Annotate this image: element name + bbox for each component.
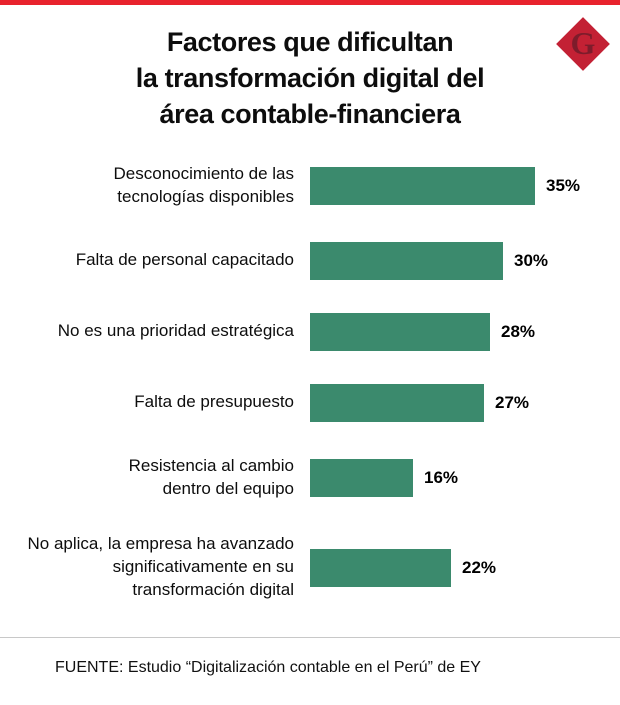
bar-chart: Desconocimiento de las tecnologías dispo… [0,163,620,603]
bar-row: Resistencia al cambio dentro del equipo 1… [14,455,620,501]
category-label: No es una prioridad estratégica [57,321,294,341]
header: Factores que dificultan la transformació… [0,5,620,133]
footer-divider [0,637,620,638]
value-label: 30% [514,250,549,270]
category-label: Resistencia al cambio dentro del equipo [128,455,294,498]
bar-track: 30% [310,241,620,280]
top-accent-rule [0,0,620,5]
bar-row: No aplica, la empresa ha avanzado signif… [14,533,620,602]
category-label: Falta de presupuesto [134,392,294,412]
bar-row: No es una prioridad estratégica 28% [14,312,620,351]
bar [310,312,490,351]
bar-track: 16% [310,458,620,497]
bar-track: 27% [310,383,620,422]
bar-track: 35% [310,166,620,205]
footer: FUENTE: Estudio “Digitalización contable… [0,637,620,705]
value-label: 27% [495,392,530,412]
value-label: 22% [462,557,497,577]
bar-track: 28% [310,312,620,351]
bar-row: Desconocimiento de las tecnologías dispo… [14,163,620,209]
category-label: No aplica, la empresa ha avanzado signif… [27,534,295,600]
page-title: Factores que dificultan la transformació… [135,27,485,129]
bar [310,383,484,422]
value-label: 35% [546,175,581,195]
bar [310,458,413,497]
category-label: Desconocimiento de las tecnologías dispo… [113,163,294,206]
gestion-logo: G [554,15,612,73]
source-text: FUENTE: Estudio “Digitalización contable… [55,659,481,676]
bar [310,241,503,280]
category-label: Falta de personal capacitado [75,250,294,270]
bar [310,166,535,205]
bar [310,548,451,587]
logo-letter-g: G [570,25,596,61]
bar-row: Falta de presupuesto 27% [14,383,620,422]
bar-row: Falta de personal capacitado 30% [14,241,620,280]
bar-track: 22% [310,548,620,587]
value-label: 28% [501,321,536,341]
value-label: 16% [424,467,459,487]
